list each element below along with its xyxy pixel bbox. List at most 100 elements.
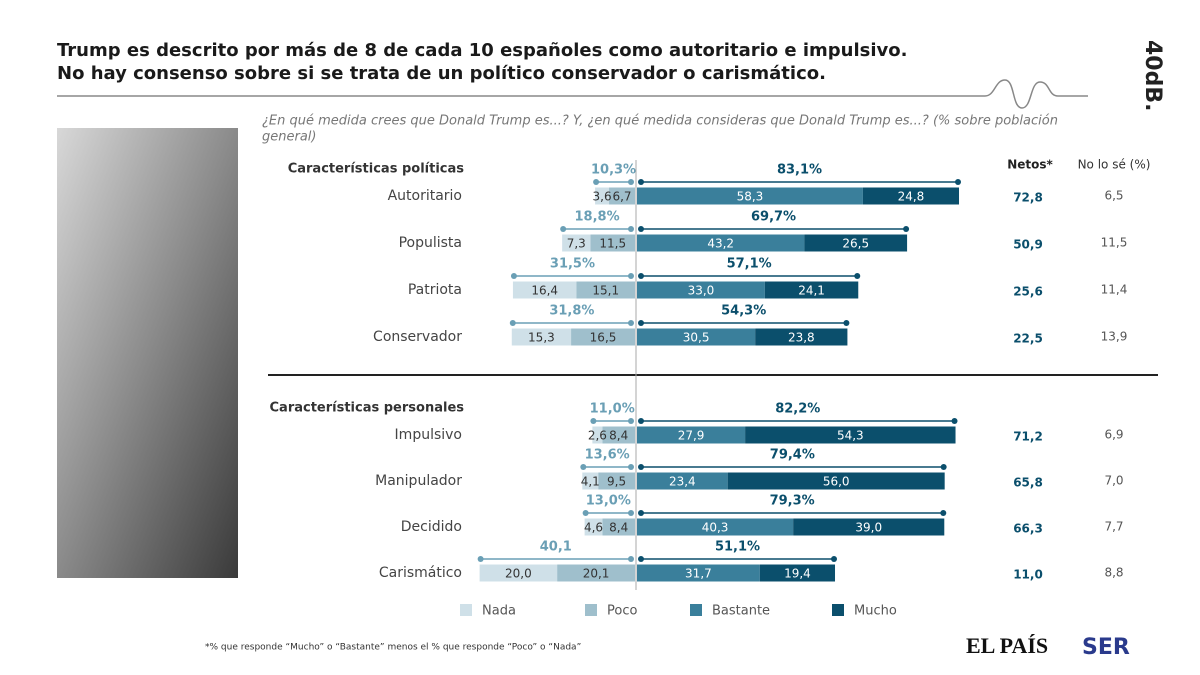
legend-swatch [832, 604, 844, 616]
data-label: 8,4 [609, 521, 628, 535]
bracket-end [580, 464, 587, 470]
bracket-end [628, 179, 634, 185]
data-label: 27,9 [678, 429, 705, 443]
bar-segment [637, 518, 794, 536]
no-lo-se-value: 8,8 [1104, 566, 1123, 580]
data-label: 20,0 [505, 567, 532, 581]
positive-total: 51,1% [715, 540, 760, 555]
category-label: Impulsivo [395, 427, 462, 443]
data-label: 3,6 [593, 190, 612, 204]
negative-total: 13,6% [585, 448, 630, 463]
data-label: 31,7 [685, 567, 712, 581]
column-header: No lo sé (%) [1078, 158, 1151, 172]
data-label: 39,0 [855, 521, 882, 535]
bar-segment [557, 564, 635, 582]
data-label: 33,0 [688, 284, 715, 298]
no-lo-se-value: 6,9 [1104, 428, 1123, 442]
bracket-end [638, 556, 644, 562]
bar-segment [755, 328, 848, 346]
bracket-end [628, 510, 634, 516]
bar-segment [602, 518, 635, 536]
bracket-end [590, 418, 597, 424]
bracket-end [628, 273, 634, 279]
legend-swatch [690, 604, 702, 616]
logo: SER [1082, 635, 1130, 660]
no-lo-se-value: 11,4 [1101, 283, 1128, 297]
bracket-end [628, 556, 634, 562]
netos-value: 50,9 [1013, 238, 1043, 252]
bracket-end [955, 179, 962, 185]
data-label: 23,4 [669, 475, 696, 489]
negative-total: 31,8% [549, 304, 594, 319]
bracket-end [509, 320, 516, 326]
bracket-end [477, 556, 484, 562]
data-label: 15,3 [528, 331, 555, 345]
data-label: 24,1 [798, 284, 825, 298]
positive-total: 83,1% [777, 163, 822, 178]
data-label: 23,8 [788, 331, 815, 345]
brand: 40dB. [1140, 40, 1165, 112]
bracket-end [638, 273, 644, 279]
negative-total: 10,3% [591, 163, 636, 178]
legend-label: Poco [607, 604, 637, 619]
category-label: Patriota [408, 282, 462, 298]
bar-segment [592, 426, 603, 444]
data-label: 26,5 [842, 237, 869, 251]
bracket-end [628, 226, 634, 232]
data-label: 54,3 [837, 429, 864, 443]
bracket-end [831, 556, 838, 562]
no-lo-se-value: 7,7 [1104, 520, 1123, 534]
category-label: Conservador [373, 329, 462, 345]
data-label: 15,1 [592, 284, 619, 298]
negative-total: 11,0% [590, 402, 635, 417]
data-label: 6,7 [612, 190, 631, 204]
legend-label: Mucho [854, 604, 897, 619]
category-label: Populista [399, 235, 462, 251]
positive-total: 57,1% [727, 257, 772, 272]
category-label: Autoritario [388, 188, 462, 204]
data-label: 9,5 [607, 475, 626, 489]
data-label: 40,3 [702, 521, 729, 535]
positive-total: 79,4% [770, 448, 815, 463]
bar-segment [637, 281, 765, 299]
chart-title: No hay consenso sobre si se trata de un … [57, 63, 826, 84]
bar-segment [595, 187, 610, 205]
bracket-end [638, 179, 644, 185]
no-lo-se-value: 7,0 [1104, 474, 1123, 488]
bar-segment [479, 564, 558, 582]
bracket-end [940, 510, 947, 516]
bar-segment [584, 518, 603, 536]
chart-title: Trump es descrito por más de 8 de cada 1… [57, 40, 907, 61]
bracket-end [940, 464, 947, 470]
bracket-end [854, 273, 861, 279]
bar-segment [590, 234, 635, 252]
legend-swatch [585, 604, 597, 616]
data-label: 30,5 [683, 331, 710, 345]
data-label: 4,1 [581, 475, 600, 489]
data-label: 24,8 [898, 190, 925, 204]
positive-total: 69,7% [751, 210, 796, 225]
bar-segment [637, 328, 756, 346]
data-label: 16,5 [590, 331, 617, 345]
bracket-end [628, 320, 634, 326]
bracket-end [628, 464, 634, 470]
positive-total: 54,3% [721, 304, 766, 319]
bar-segment [512, 281, 577, 299]
bar-segment [637, 472, 728, 490]
bar-segment [745, 426, 956, 444]
bar-segment [793, 518, 945, 536]
no-lo-se-value: 11,5 [1101, 236, 1128, 250]
legend-label: Bastante [712, 604, 770, 619]
legend-label: Nada [482, 604, 516, 619]
data-label: 58,3 [737, 190, 764, 204]
bar-segment [576, 281, 635, 299]
data-label: 7,3 [567, 237, 586, 251]
data-label: 19,4 [784, 567, 811, 581]
bar-segment [759, 564, 836, 582]
netos-value: 25,6 [1013, 285, 1043, 299]
negative-total: 18,8% [575, 210, 620, 225]
bracket-end [628, 418, 634, 424]
bar-segment [637, 564, 760, 582]
bracket-end [510, 273, 517, 279]
footnote: *% que responde “Mucho” o “Bastante” men… [205, 643, 581, 653]
